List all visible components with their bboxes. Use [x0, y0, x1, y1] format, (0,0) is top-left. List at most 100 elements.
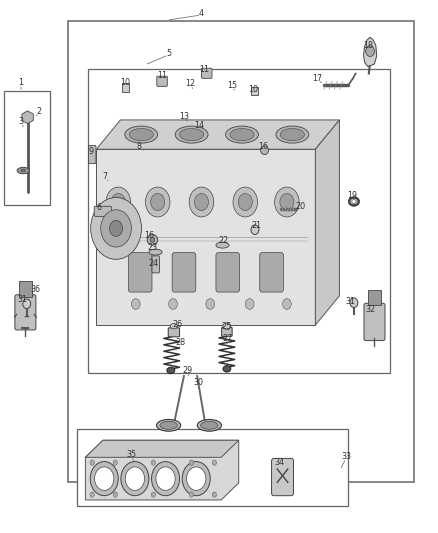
Polygon shape: [96, 120, 339, 149]
Circle shape: [194, 193, 208, 211]
FancyBboxPatch shape: [19, 281, 32, 297]
Circle shape: [113, 492, 117, 497]
FancyBboxPatch shape: [216, 253, 240, 292]
Circle shape: [238, 193, 252, 211]
Circle shape: [145, 187, 170, 217]
Text: 9: 9: [88, 148, 94, 156]
Circle shape: [125, 467, 145, 490]
Circle shape: [350, 298, 358, 308]
Text: 13: 13: [179, 112, 189, 120]
FancyBboxPatch shape: [157, 76, 167, 86]
Circle shape: [275, 187, 299, 217]
Polygon shape: [22, 111, 33, 124]
Text: 2: 2: [37, 108, 42, 116]
Circle shape: [182, 462, 210, 496]
Polygon shape: [96, 149, 315, 325]
Text: 23: 23: [147, 243, 158, 252]
Ellipse shape: [167, 367, 175, 374]
Text: 15: 15: [227, 81, 237, 90]
Circle shape: [151, 193, 165, 211]
Circle shape: [91, 197, 141, 259]
Text: 36: 36: [30, 286, 40, 294]
Ellipse shape: [147, 235, 158, 245]
Text: 29: 29: [182, 366, 193, 375]
Circle shape: [187, 467, 206, 490]
Text: 18: 18: [363, 41, 373, 50]
Bar: [88, 69, 390, 373]
Text: 25: 25: [221, 322, 231, 330]
Text: 34: 34: [275, 458, 284, 466]
Text: 32: 32: [365, 305, 375, 313]
Circle shape: [113, 460, 117, 465]
Circle shape: [280, 193, 294, 211]
Ellipse shape: [17, 167, 29, 174]
Circle shape: [245, 298, 254, 309]
Circle shape: [189, 492, 194, 497]
Ellipse shape: [352, 199, 356, 203]
Circle shape: [110, 221, 123, 237]
Text: 11: 11: [199, 65, 208, 74]
Ellipse shape: [157, 419, 180, 431]
Circle shape: [156, 467, 175, 490]
Circle shape: [95, 467, 114, 490]
Polygon shape: [85, 440, 239, 457]
Text: 28: 28: [175, 338, 186, 346]
Text: 8: 8: [137, 142, 142, 150]
Circle shape: [151, 492, 155, 497]
Text: 33: 33: [341, 453, 351, 461]
FancyBboxPatch shape: [122, 83, 129, 92]
FancyBboxPatch shape: [172, 253, 196, 292]
Ellipse shape: [261, 146, 268, 155]
Bar: [4, 91, 50, 205]
Polygon shape: [364, 37, 377, 67]
Text: 10: 10: [120, 78, 130, 87]
Circle shape: [90, 460, 95, 465]
Circle shape: [189, 187, 214, 217]
Ellipse shape: [276, 126, 309, 143]
Text: 12: 12: [185, 79, 196, 88]
Ellipse shape: [180, 128, 204, 141]
Ellipse shape: [216, 242, 229, 248]
Ellipse shape: [201, 421, 218, 430]
Text: 11: 11: [157, 71, 167, 80]
Circle shape: [206, 298, 215, 309]
Text: 31: 31: [346, 297, 355, 305]
FancyBboxPatch shape: [272, 458, 293, 496]
Bar: [68, 21, 414, 482]
Text: 16: 16: [144, 231, 154, 240]
FancyBboxPatch shape: [368, 290, 381, 305]
FancyBboxPatch shape: [152, 256, 159, 273]
Ellipse shape: [223, 323, 231, 329]
Text: 31: 31: [18, 295, 28, 304]
Text: 26: 26: [172, 320, 182, 328]
Text: 30: 30: [193, 378, 203, 387]
Circle shape: [106, 187, 131, 217]
Ellipse shape: [197, 419, 221, 431]
Circle shape: [283, 298, 291, 309]
Text: 4: 4: [199, 9, 204, 18]
Text: 5: 5: [166, 49, 171, 58]
Text: 19: 19: [347, 191, 358, 199]
Text: 17: 17: [312, 75, 323, 83]
Polygon shape: [315, 120, 339, 325]
Text: 27: 27: [223, 334, 233, 343]
Text: 16: 16: [258, 142, 268, 151]
Ellipse shape: [125, 126, 158, 143]
FancyBboxPatch shape: [251, 87, 258, 95]
FancyBboxPatch shape: [128, 253, 152, 292]
Circle shape: [90, 462, 118, 496]
Text: 24: 24: [148, 260, 159, 268]
FancyBboxPatch shape: [260, 253, 283, 292]
Ellipse shape: [170, 324, 177, 329]
FancyBboxPatch shape: [222, 327, 232, 336]
Ellipse shape: [160, 421, 177, 430]
Circle shape: [152, 462, 180, 496]
FancyBboxPatch shape: [364, 303, 385, 341]
Ellipse shape: [21, 169, 25, 172]
Ellipse shape: [223, 366, 231, 372]
Ellipse shape: [150, 237, 155, 242]
Circle shape: [111, 193, 125, 211]
Ellipse shape: [280, 128, 304, 141]
Text: 20: 20: [295, 203, 305, 211]
Ellipse shape: [349, 197, 359, 205]
